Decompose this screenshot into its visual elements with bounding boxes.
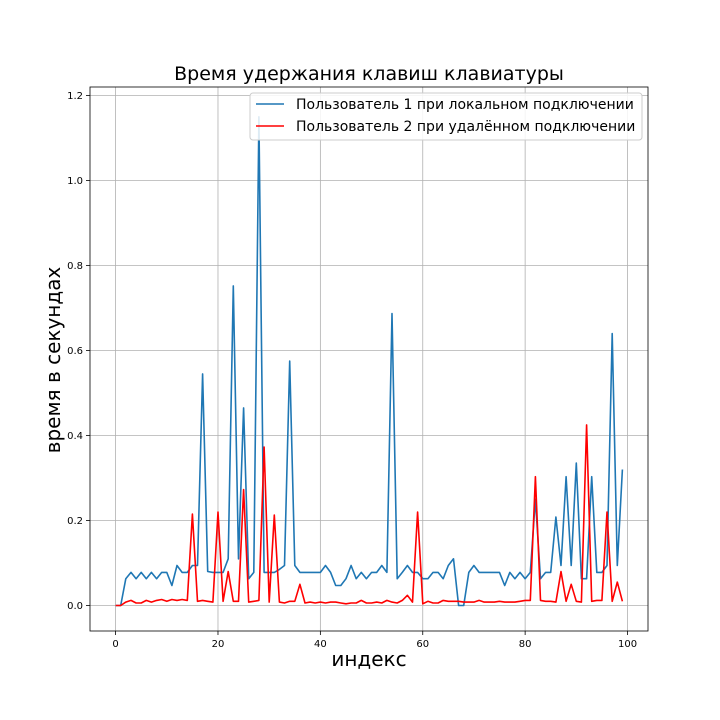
x-tick-label: 60 [416,639,429,650]
x-tick-label: 40 [314,639,327,650]
y-tick-label: 0.4 [67,431,83,442]
x-axis-ticks: 0 20 40 60 80 100 [112,631,637,650]
legend-box [249,92,643,141]
chart-title: Время удержания клавиш клавиатуры [174,63,564,85]
legend-label-series-2: Пользователь 2 при удалённом подключении [296,119,635,135]
x-tick-label: 100 [618,639,637,650]
legend: Пользователь 1 при локальном подключении… [249,92,643,141]
series-line-2 [115,424,624,607]
grid-lines [90,87,648,631]
x-axis-label: индекс [331,647,406,671]
y-tick-label: 0.0 [67,601,83,612]
y-tick-label: 0.2 [67,516,83,527]
x-tick-label: 80 [519,639,532,650]
x-tick-label: 0 [112,639,118,650]
y-tick-label: 0.6 [67,346,83,357]
y-axis-label: время в секундах [41,267,65,454]
x-tick-label: 20 [212,639,225,650]
plot-frame [89,86,649,632]
legend-label-series-1: Пользователь 1 при локальном подключении [296,97,634,113]
y-tick-label: 0.8 [67,261,83,272]
y-axis-ticks: 0.0 0.2 0.4 0.6 0.8 1.0 1.2 [67,91,90,612]
series-lines [115,116,624,607]
y-tick-label: 1.2 [67,91,83,102]
y-tick-label: 1.0 [67,176,83,187]
